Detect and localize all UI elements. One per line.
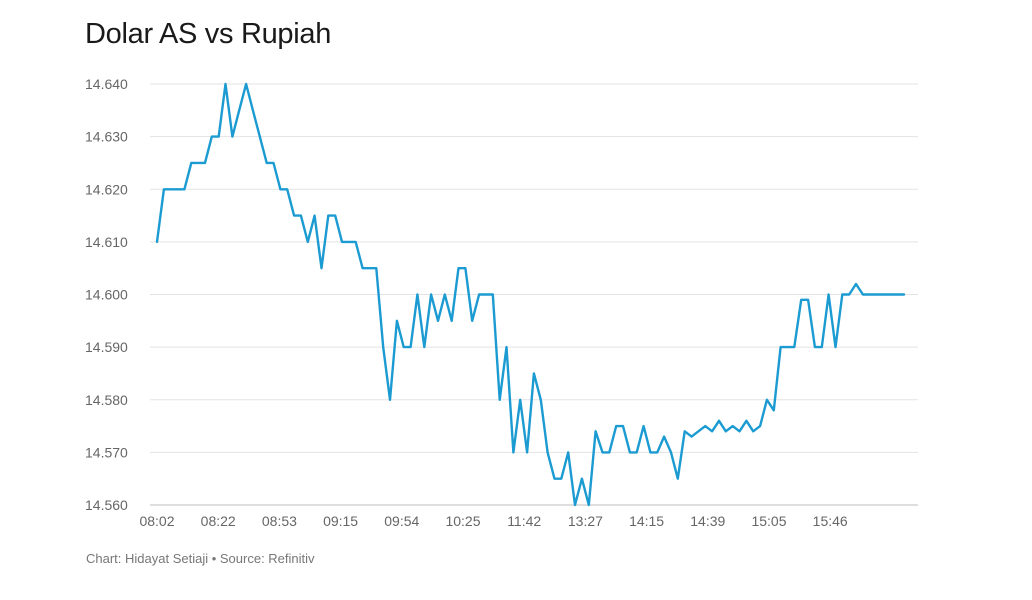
y-tick-label: 14.590 <box>85 339 128 355</box>
gridlines <box>150 83 918 506</box>
chart-title: Dolar AS vs Rupiah <box>85 18 332 50</box>
y-tick-label: 14.570 <box>85 444 128 460</box>
x-tick-label: 13:27 <box>568 513 603 529</box>
x-tick-label: 15:05 <box>751 513 786 529</box>
chart-source-credit: Chart: Hidayat Setiaji • Source: Refinit… <box>86 551 315 566</box>
x-tick-label: 14:15 <box>629 513 664 529</box>
y-tick-label: 14.620 <box>85 181 128 197</box>
x-tick-label: 10:25 <box>445 513 480 529</box>
x-axis-tick-labels: 08:02 08:22 08:53 09:15 09:54 10:25 11:42 13:27… <box>139 513 847 529</box>
y-axis-tick-labels: 14.560 14.570 14.580 14.590 14.600 14.610 14.6… <box>85 76 128 513</box>
x-tick-label: 08:53 <box>262 513 297 529</box>
x-tick-label: 11:42 <box>507 513 541 529</box>
x-tick-label: 15:46 <box>813 513 848 529</box>
y-tick-label: 14.560 <box>85 497 128 513</box>
x-tick-label: 08:02 <box>139 513 174 529</box>
y-tick-label: 14.600 <box>85 287 128 303</box>
series-line <box>155 82 906 507</box>
x-tick-label: 09:15 <box>323 513 358 529</box>
y-tick-label: 14.630 <box>85 129 128 145</box>
y-tick-label: 14.610 <box>85 234 128 250</box>
series <box>155 82 906 507</box>
x-tick-label: 09:54 <box>384 513 419 529</box>
y-tick-label: 14.640 <box>85 76 128 92</box>
x-tick-label: 14:39 <box>690 513 725 529</box>
y-tick-label: 14.580 <box>85 392 128 408</box>
x-tick-label: 08:22 <box>201 513 236 529</box>
